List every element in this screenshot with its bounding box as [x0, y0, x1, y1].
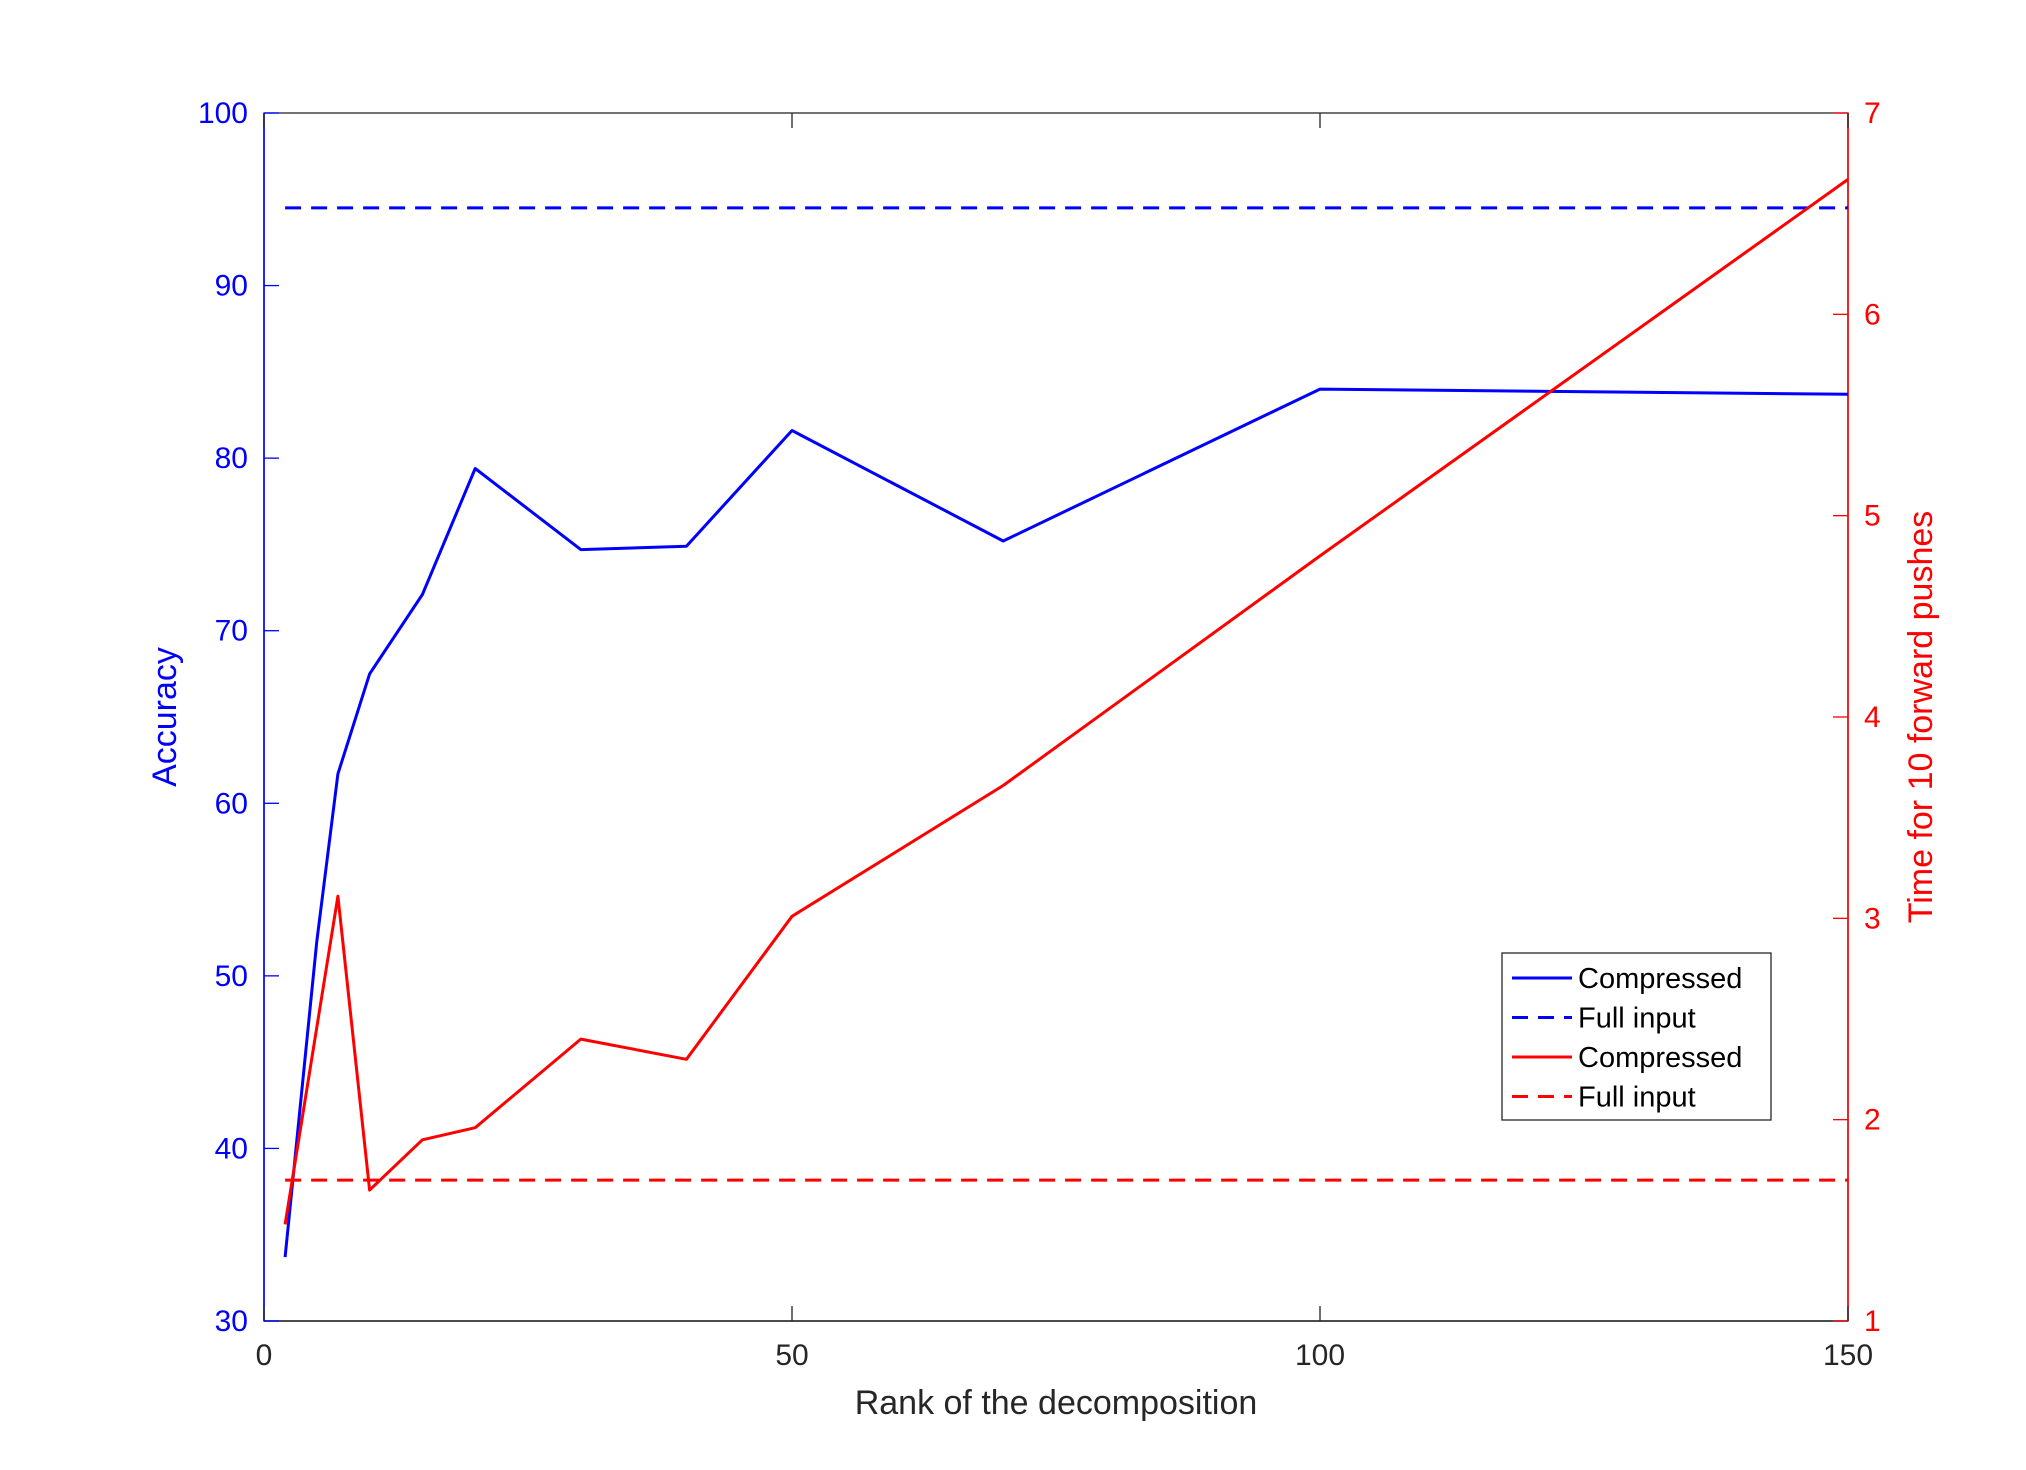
legend-label: Full input [1578, 1003, 1696, 1035]
legend-label: Compressed [1578, 1042, 1742, 1074]
left-y-tick-label: 60 [215, 787, 248, 820]
left-y-tick-label: 30 [215, 1305, 248, 1338]
right-y-tick-label: 1 [1864, 1305, 1881, 1338]
right-y-tick-label: 7 [1864, 97, 1881, 130]
ticks-layer: 0 50 100 150 30 40 50 60 70 80 90 100 1 2 3 4 5 6 7 [198, 97, 1881, 1372]
x-tick-label: 50 [775, 1339, 808, 1372]
right-y-tick-label: 5 [1864, 500, 1881, 533]
right-y-tick-label: 3 [1864, 902, 1881, 935]
right-y-tick-label: 6 [1864, 298, 1881, 331]
legend-label: Full input [1578, 1082, 1696, 1114]
series-layer [283, 178, 1849, 1258]
right-y-tick-label: 4 [1864, 701, 1881, 734]
left-y-tick-label: 40 [215, 1132, 248, 1165]
left-axis-label: Accuracy [146, 647, 184, 787]
x-tick-label: 0 [256, 1339, 273, 1372]
plot-area [263, 112, 1849, 1322]
left-y-tick-label: 80 [215, 442, 248, 475]
legend-label: Compressed [1578, 963, 1742, 995]
compressed-time-line [283, 178, 1849, 1225]
right-y-tick-label: 2 [1864, 1104, 1881, 1137]
left-y-tick-label: 70 [215, 615, 248, 648]
legend: Compressed Full input Compressed Full input [1501, 952, 1772, 1121]
x-tick-label: 150 [1823, 1339, 1873, 1372]
right-axis-label: Time for 10 forward pushes [1902, 511, 1940, 924]
x-tick-label: 100 [1295, 1339, 1345, 1372]
legend-entries: Compressed Full input Compressed Full input [1512, 963, 1742, 1114]
compressed-accuracy-line [283, 387, 1849, 1258]
legend-box [1501, 952, 1772, 1121]
left-y-tick-label: 90 [215, 270, 248, 303]
left-y-tick-label: 100 [198, 97, 248, 130]
x-axis-label: Rank of the decomposition [855, 1384, 1258, 1422]
left-y-tick-label: 50 [215, 960, 248, 993]
